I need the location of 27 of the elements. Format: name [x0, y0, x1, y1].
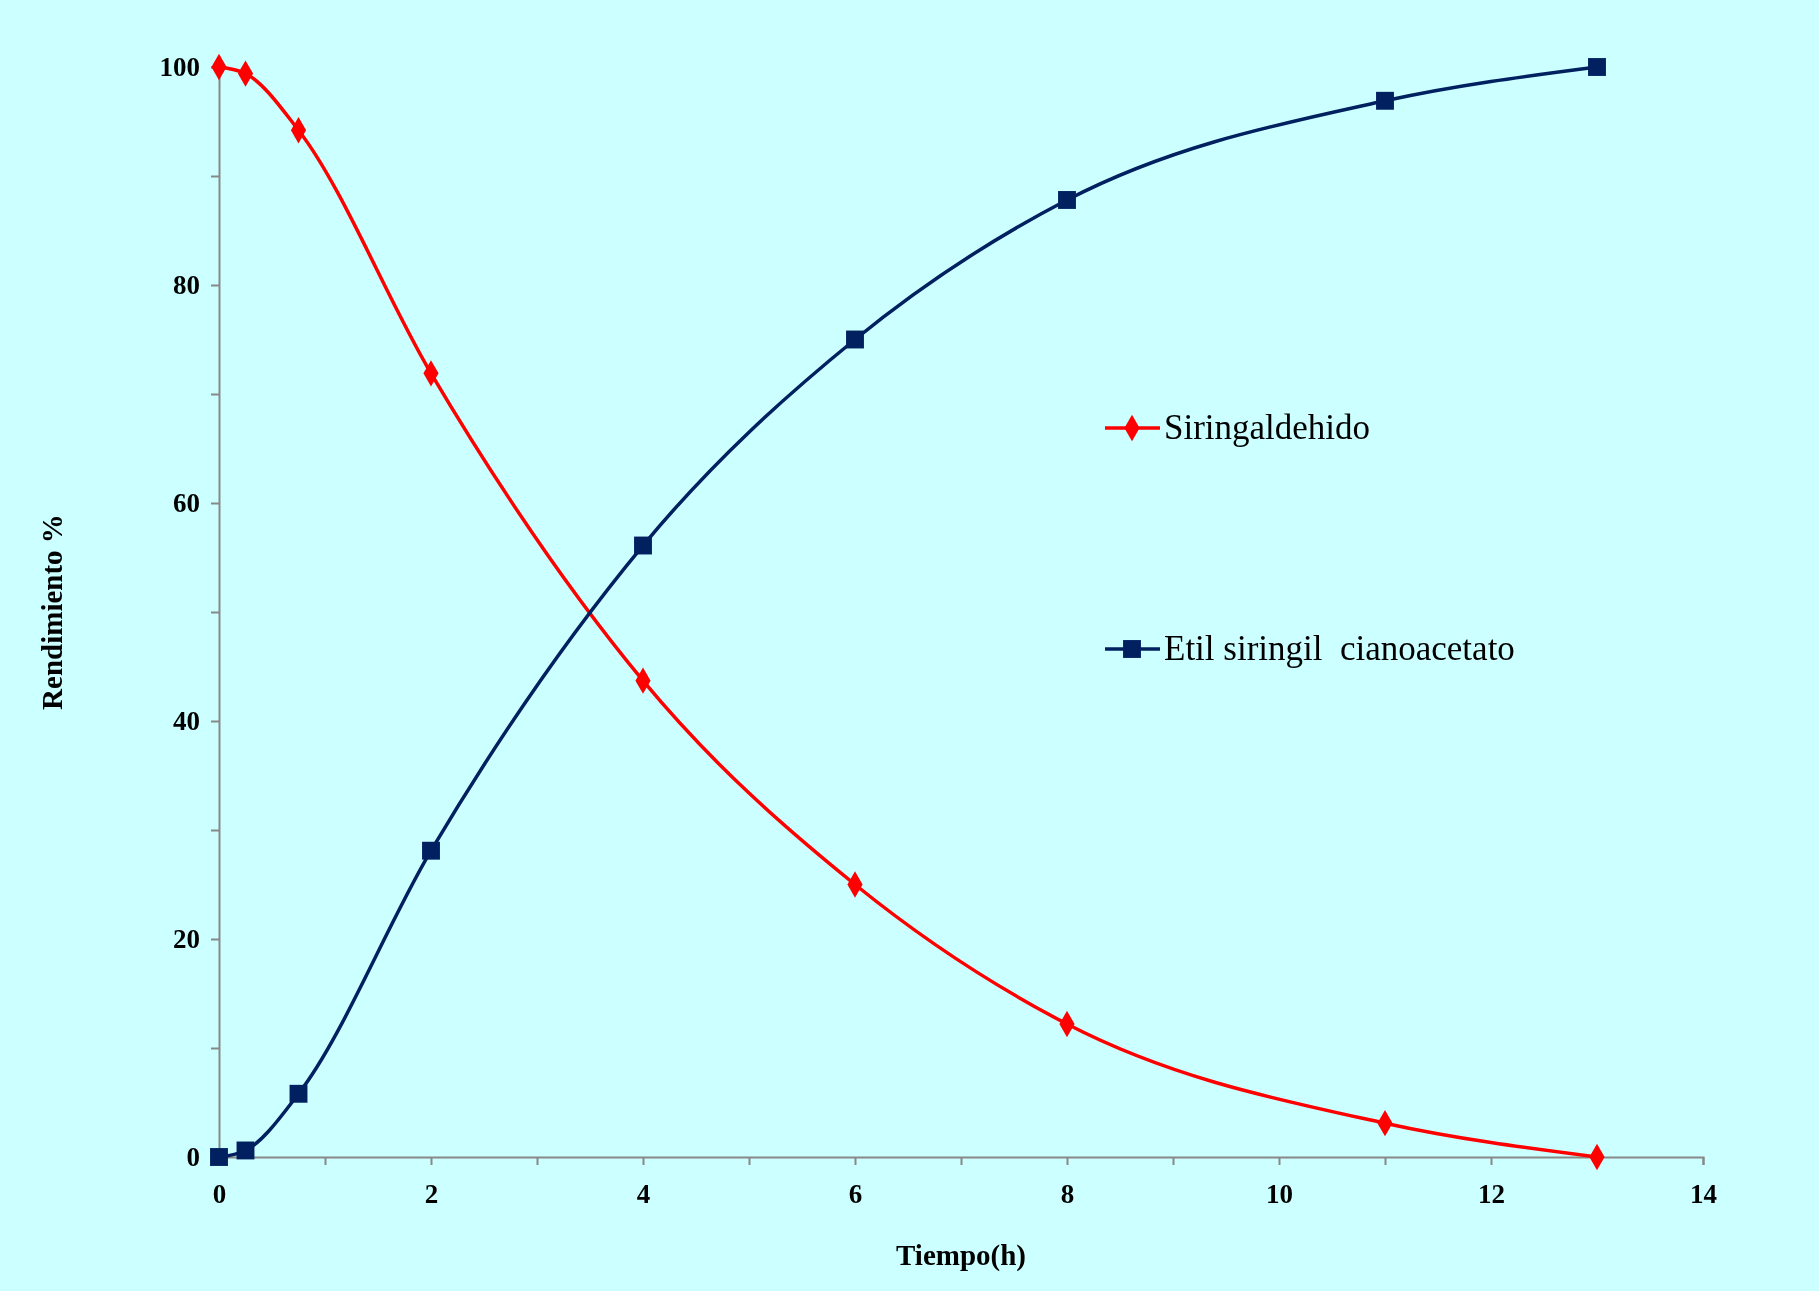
y-tick-label: 20 — [172, 924, 200, 955]
y-tick-label: 80 — [172, 270, 200, 301]
y-tick-label: 100 — [159, 52, 200, 83]
point — [236, 1141, 255, 1160]
point — [422, 841, 440, 860]
y-tick-label: 0 — [186, 1142, 200, 1173]
y-axis-title: Rendimiento % — [36, 514, 68, 710]
x-tick-label: 2 — [424, 1179, 439, 1210]
y-tick-label: 40 — [172, 706, 200, 737]
legend-label: Siringaldehido — [1164, 408, 1371, 447]
point — [1376, 91, 1394, 110]
point — [1588, 58, 1606, 76]
x-tick-label: 14 — [1690, 1179, 1717, 1210]
x-tick-label: 12 — [1478, 1179, 1505, 1210]
x-tick-label: 10 — [1266, 1179, 1293, 1210]
point — [289, 1084, 308, 1103]
x-axis-title: Tiempo(h) — [896, 1239, 1026, 1272]
point — [846, 330, 864, 349]
point — [634, 536, 652, 555]
x-tick-label: 8 — [1060, 1179, 1075, 1210]
point — [210, 1148, 228, 1166]
legend-label: Etil siringil cianoacetato — [1164, 629, 1515, 668]
y-tick-label: 60 — [172, 488, 200, 519]
x-tick-label: 4 — [636, 1179, 651, 1210]
x-tick-label: 6 — [848, 1179, 863, 1210]
point — [1058, 191, 1076, 209]
x-tick-label: 0 — [212, 1179, 227, 1210]
